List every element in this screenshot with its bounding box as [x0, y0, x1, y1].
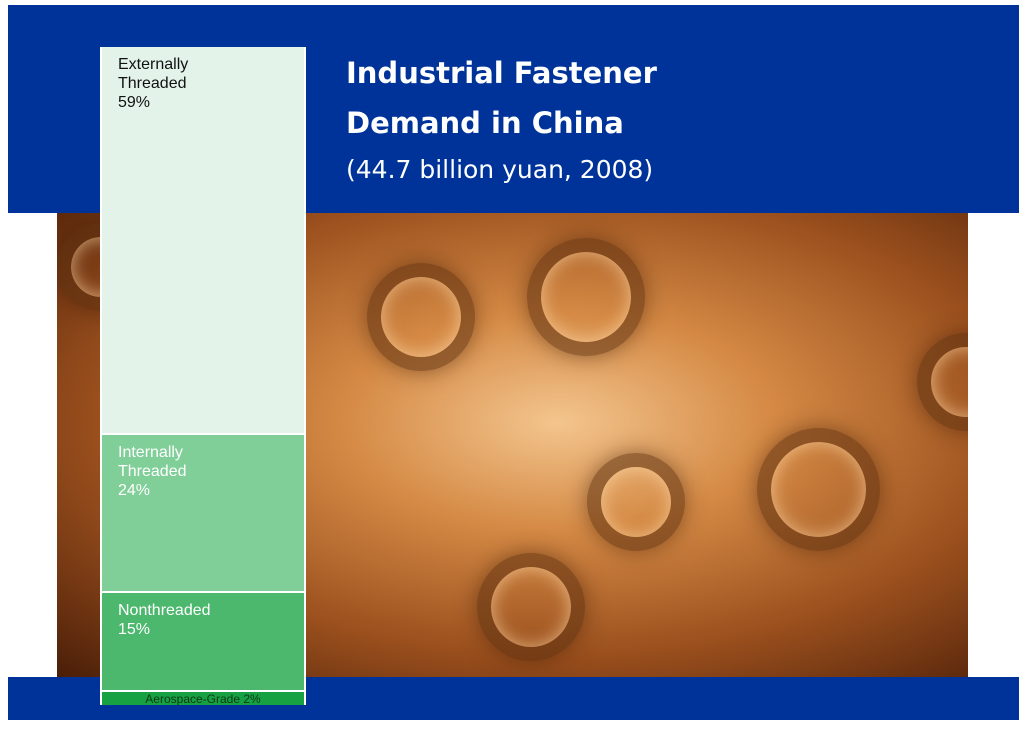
bar-segment: Internally Threaded 24%: [102, 435, 304, 592]
titles: Industrial Fastener Demand in China (44.…: [346, 48, 706, 188]
chart-subtitle: (44.7 billion yuan, 2008): [346, 155, 654, 184]
segment-label: Internally Threaded 24%: [118, 443, 238, 500]
value-label: 15%: [118, 621, 151, 639]
category-label: Nonthreaded: [118, 602, 211, 620]
category-label: Externally Threaded: [118, 56, 189, 92]
photo-detail: [587, 453, 685, 551]
photo-detail: [917, 333, 968, 431]
chart-title: Industrial Fastener Demand in China: [346, 56, 657, 140]
photo-detail: [477, 553, 585, 661]
segment-label: Aerospace-Grade 2%: [102, 692, 304, 706]
bar-segment: Nonthreaded 15%: [102, 593, 304, 690]
value-label: 2%: [243, 691, 261, 706]
stacked-bar: Externally Threaded 59% Internally Threade…: [100, 47, 306, 706]
bar-segment: Externally Threaded 59%: [102, 47, 304, 434]
value-label: 24%: [118, 482, 151, 500]
photo-detail: [367, 263, 475, 371]
segment-label: Externally Threaded 59%: [118, 55, 238, 112]
bar-segment: Aerospace-Grade 2%: [102, 691, 304, 706]
segment-label: Nonthreaded 15%: [118, 601, 238, 639]
value-label: 59%: [118, 94, 151, 111]
photo-detail: [757, 428, 880, 551]
photo-detail: [527, 238, 645, 356]
category-label: Internally Threaded: [118, 444, 187, 481]
category-label: Aerospace-Grade: [145, 691, 241, 706]
